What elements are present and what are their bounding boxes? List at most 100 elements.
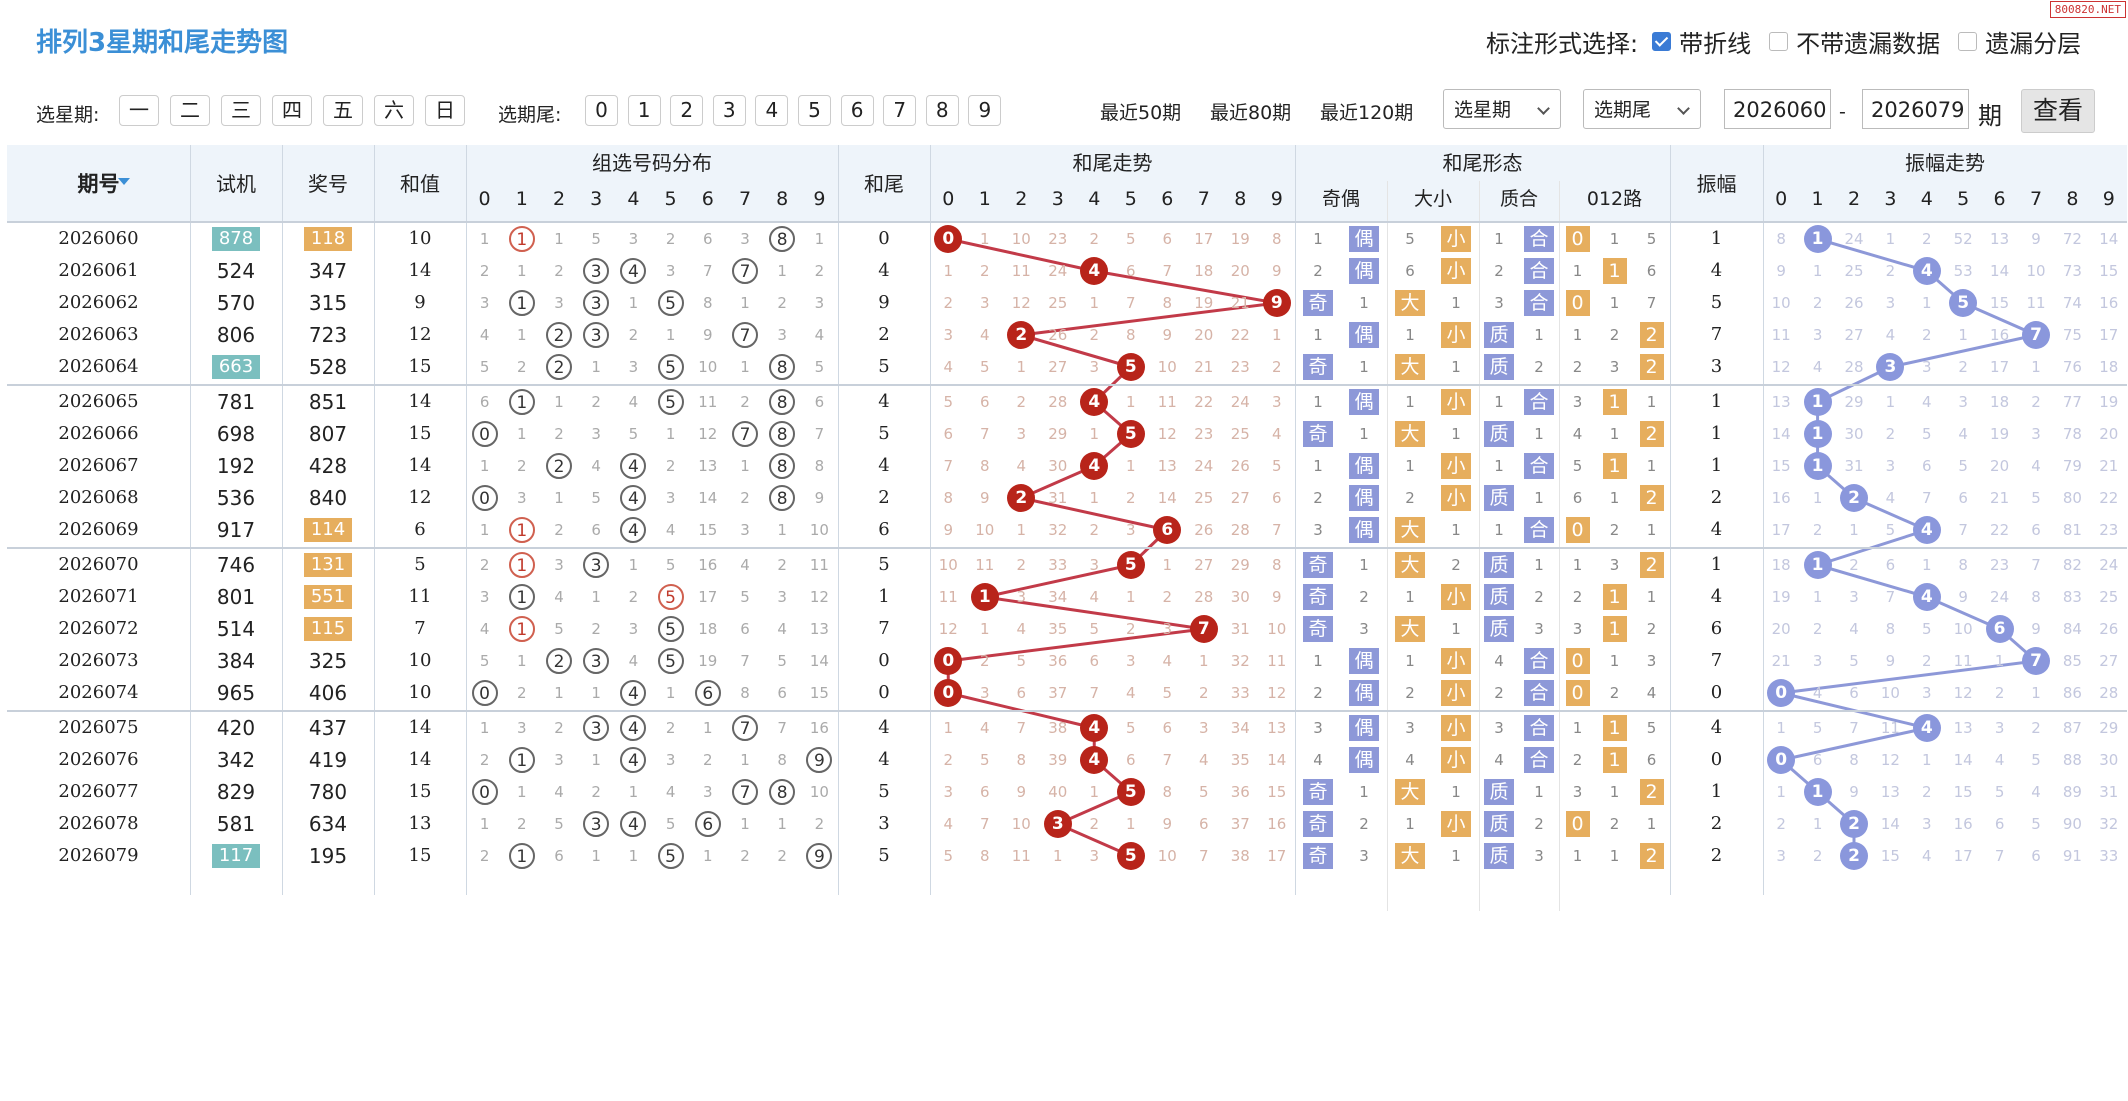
grid-line xyxy=(7,384,2127,386)
tail-trend-miss: 21 xyxy=(1194,358,1214,376)
amplitude-cell: 6 xyxy=(1710,618,1723,639)
tail-trend-miss: 6 xyxy=(979,393,990,411)
amp-trend-miss: 4 xyxy=(1994,751,2005,769)
tail-trend-miss: 1 xyxy=(1089,489,1100,507)
dist-miss-value: 1 xyxy=(740,294,750,312)
to-issue-input[interactable]: 2026079 xyxy=(1862,89,1969,129)
route-miss-value: 3 xyxy=(1609,556,1620,574)
amp-trend-digit-header: 0 xyxy=(1763,181,1800,217)
amp-trend-miss: 17 xyxy=(2099,326,2119,344)
amp-trend-miss: 3 xyxy=(1922,358,1932,376)
amp-trend-miss: 20 xyxy=(1771,620,1791,638)
tail-trend-miss: 8 xyxy=(943,489,954,507)
amp-trend-miss: 4 xyxy=(1812,684,1823,702)
tail-chip-6[interactable]: 6 xyxy=(840,95,874,126)
form-miss-value: 2 xyxy=(1313,489,1323,507)
tail-cell: 3 xyxy=(878,813,890,834)
polyline-option-label[interactable]: 带折线 xyxy=(1679,30,1752,58)
from-issue-input[interactable]: 2026060 xyxy=(1724,89,1831,129)
sum-cell: 14 xyxy=(408,749,432,770)
test-number-cell: 806 xyxy=(216,323,256,347)
dist-hit-circle: 5 xyxy=(657,648,684,674)
dist-miss-value: 8 xyxy=(777,751,787,769)
dist-hit-circle: 2 xyxy=(546,322,572,348)
week-chip-7[interactable]: 日 xyxy=(425,95,465,126)
week-chip-3[interactable]: 三 xyxy=(221,95,261,126)
dist-miss-value: 15 xyxy=(698,521,718,539)
form-miss-value: 4 xyxy=(1494,751,1504,769)
sort-arrow-icon[interactable] xyxy=(118,178,130,185)
dist-miss-value: 2 xyxy=(479,847,490,865)
no-omission-checkbox[interactable] xyxy=(1769,32,1789,51)
issue-cell: 2026062 xyxy=(58,292,139,313)
route-miss-value: 3 xyxy=(1572,393,1583,411)
form-hit-box: 小 xyxy=(1441,811,1471,837)
week-chip-2[interactable]: 二 xyxy=(170,95,210,126)
week-chip-1[interactable]: 一 xyxy=(119,95,159,126)
dist-hit-circle: 9 xyxy=(806,843,833,869)
form-miss-value: 1 xyxy=(1451,521,1461,539)
tail-trend-miss: 1 xyxy=(979,620,990,638)
route-miss-value: 4 xyxy=(1572,425,1583,443)
dist-miss-value: 1 xyxy=(703,719,713,737)
tail-trend-miss: 12 xyxy=(1157,425,1177,443)
form-hit-box: 奇 xyxy=(1303,616,1333,642)
tail-chip-7[interactable]: 7 xyxy=(883,95,917,126)
tail-select[interactable]: 选期尾 xyxy=(1583,89,1701,129)
prize-number-cell: 325 xyxy=(308,649,348,673)
week-chip-4[interactable]: 四 xyxy=(272,95,312,126)
polyline-checkbox[interactable] xyxy=(1652,32,1672,51)
tail-chip-0[interactable]: 0 xyxy=(585,95,618,126)
tail-trend-miss: 1 xyxy=(1125,457,1136,475)
tail-chip-2[interactable]: 2 xyxy=(670,95,704,126)
form-miss-value: 1 xyxy=(1359,294,1369,312)
no-omission-option-label[interactable]: 不带遗漏数据 xyxy=(1796,30,1941,58)
dist-hit-circle: 4 xyxy=(620,453,647,479)
route-hit-box: 1 xyxy=(1602,584,1627,610)
dist-miss-value: 1 xyxy=(554,489,564,507)
week-select[interactable]: 选星期 xyxy=(1443,89,1561,129)
tail-trend-miss: 31 xyxy=(1048,489,1068,507)
form-hit-box: 质 xyxy=(1484,811,1514,837)
tail-trend-miss: 4 xyxy=(1198,751,1209,769)
route-hit-box: 1 xyxy=(1602,453,1627,479)
recent-80-link[interactable]: 最近80期 xyxy=(1210,102,1292,124)
form-hit-box: 大 xyxy=(1395,290,1425,316)
tail-trend-miss: 6 xyxy=(1271,489,1282,507)
form-hit-box: 合 xyxy=(1524,226,1554,252)
dist-digit-header: 9 xyxy=(800,181,838,217)
tail-chip-8[interactable]: 8 xyxy=(925,95,959,126)
tail-trend-miss: 33 xyxy=(1048,556,1068,574)
tail-trend-miss: 18 xyxy=(1194,262,1214,280)
amp-trend-ball: 1 xyxy=(1803,778,1832,806)
dist-miss-value: 5 xyxy=(591,230,601,248)
amp-trend-miss: 17 xyxy=(1771,521,1791,539)
dist-hit-circle: 3 xyxy=(583,715,610,741)
amp-trend-miss: 53 xyxy=(1953,262,1973,280)
tail-chip-9[interactable]: 9 xyxy=(968,95,1002,126)
tail-trend-miss: 1 xyxy=(1125,815,1136,833)
tail-chip-1[interactable]: 1 xyxy=(627,95,661,126)
tail-cell: 9 xyxy=(878,292,890,313)
amp-trend-miss: 5 xyxy=(1812,719,1823,737)
form-miss-value: 1 xyxy=(1494,230,1504,248)
dist-hit-circle: 5 xyxy=(657,584,684,610)
tail-chip-3[interactable]: 3 xyxy=(712,95,746,126)
header-group-dist: 组选号码分布 xyxy=(466,145,838,182)
tail-chip-4[interactable]: 4 xyxy=(755,95,789,126)
omission-layer-checkbox[interactable] xyxy=(1958,32,1978,51)
amp-trend-digit-header: 1 xyxy=(1799,181,1836,217)
week-chip-5[interactable]: 五 xyxy=(323,95,363,126)
tail-chip-5[interactable]: 5 xyxy=(798,95,831,126)
week-chip-6[interactable]: 六 xyxy=(374,95,414,126)
view-button[interactable]: 查看 xyxy=(2021,89,2095,133)
amp-trend-miss: 88 xyxy=(2062,751,2082,769)
recent-120-link[interactable]: 最近120期 xyxy=(1320,102,1414,124)
recent-50-link[interactable]: 最近50期 xyxy=(1100,102,1182,124)
dist-miss-value: 1 xyxy=(554,230,564,248)
omission-layer-option-label[interactable]: 遗漏分层 xyxy=(1985,30,2082,58)
header-issue[interactable]: 期号 xyxy=(7,145,190,223)
test-number-cell: 536 xyxy=(216,486,256,510)
tail-trend-miss: 2 xyxy=(1089,326,1100,344)
sum-cell: 10 xyxy=(408,228,432,249)
